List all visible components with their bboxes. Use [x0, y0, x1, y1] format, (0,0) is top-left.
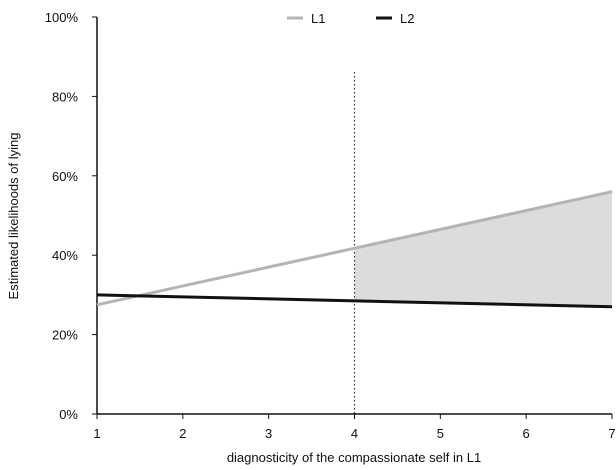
- shaded-region: [354, 191, 612, 307]
- series-line-l2: [96, 293, 613, 309]
- y-tick-label: 0%: [59, 407, 78, 422]
- x-tick-label: 4: [351, 426, 358, 441]
- x-tick-label: 1: [93, 426, 100, 441]
- x-tick-label: 2: [179, 426, 186, 441]
- x-tick-label: 7: [608, 426, 615, 441]
- x-tick-label: 3: [265, 426, 272, 441]
- y-tick-label: 20%: [52, 328, 78, 343]
- x-axis-title: diagnosticity of the compassionate self …: [227, 450, 481, 465]
- series-line-l1: [96, 190, 613, 307]
- legend-label-l1: L1: [311, 11, 325, 26]
- x-tick-label: 5: [437, 426, 444, 441]
- y-tick-label: 100%: [45, 10, 79, 25]
- y-axis-title: Estimated likelihoods of lying: [6, 133, 21, 300]
- y-tick-label: 40%: [52, 248, 78, 263]
- x-tick-label: 6: [523, 426, 530, 441]
- y-tick-label: 80%: [52, 89, 78, 104]
- legend-label-l2: L2: [400, 11, 414, 26]
- y-tick-label: 60%: [52, 169, 78, 184]
